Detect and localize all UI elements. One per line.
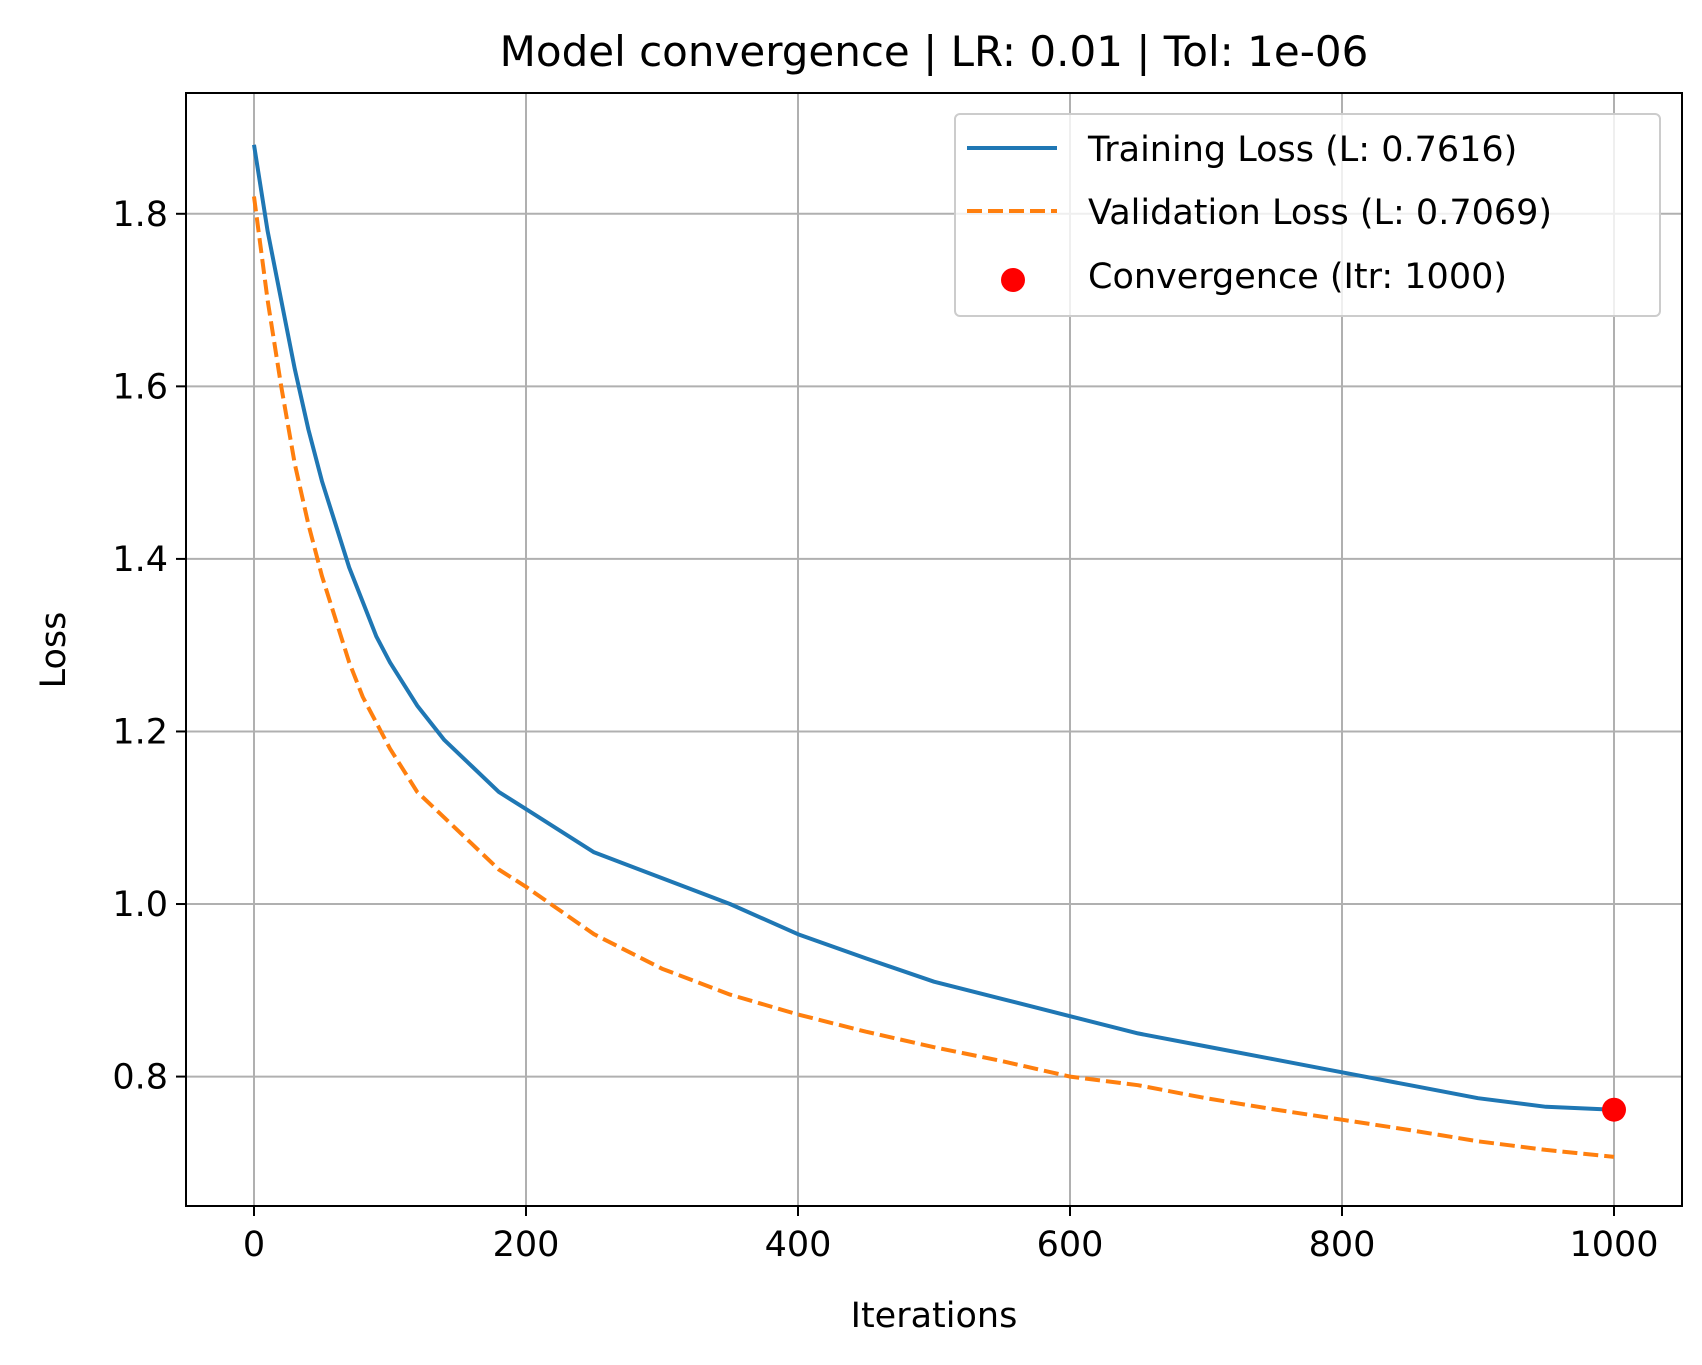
x-tick-label: 800 <box>1309 1225 1376 1265</box>
x-tick-label: 400 <box>765 1225 832 1265</box>
legend-validation-label: Validation Loss (L: 0.7069) <box>1088 193 1552 233</box>
convergence-point <box>1602 1097 1626 1122</box>
y-tick-label: 1.6 <box>112 367 168 407</box>
x-tick-label: 600 <box>1037 1225 1104 1265</box>
y-tick-label: 0.8 <box>112 1058 168 1098</box>
legend-convergence-marker <box>1001 268 1025 292</box>
x-tick-label: 200 <box>493 1225 560 1265</box>
x-axis-label: Iterations <box>851 1296 1018 1336</box>
validation-loss-line <box>252 196 1615 1159</box>
y-tick-label: 1.2 <box>112 712 168 752</box>
y-axis-label: Loss <box>34 612 74 689</box>
series-layer <box>252 144 1615 1159</box>
x-tick-label: 0 <box>243 1225 265 1265</box>
points-layer <box>1602 1097 1626 1122</box>
y-tick-label: 1.0 <box>112 885 168 925</box>
chart-title: Model convergence | LR: 0.01 | Tol: 1e-0… <box>500 27 1369 76</box>
legend-convergence-label: Convergence (Itr: 1000) <box>1088 257 1507 297</box>
legend-training-label: Training Loss (L: 0.7616) <box>1087 130 1517 170</box>
plot-frame <box>185 92 1683 1207</box>
legend-box <box>954 113 1661 317</box>
training-loss-line <box>252 144 1615 1112</box>
legend: Training Loss (L: 0.7616) Validation Los… <box>954 113 1661 317</box>
y-tick-label: 1.8 <box>112 195 168 235</box>
x-ticks: 0 200 400 600 800 1000 <box>243 1206 1659 1265</box>
y-ticks: 0.8 1.0 1.2 1.4 1.6 1.8 <box>112 195 186 1098</box>
y-tick-label: 1.4 <box>112 540 168 580</box>
x-tick-label: 1000 <box>1569 1225 1658 1265</box>
